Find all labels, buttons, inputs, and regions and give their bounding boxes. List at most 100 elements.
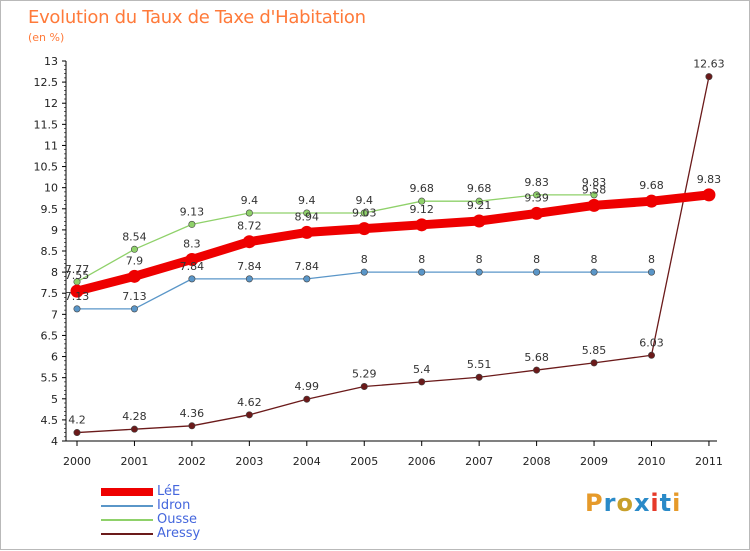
data-label-ousse: 7.77 xyxy=(65,263,90,276)
data-point-aressy[interactable] xyxy=(590,359,598,367)
legend-label-aressy: Aressy xyxy=(157,526,201,541)
proxiti-logo[interactable]: Proxiti xyxy=(585,489,682,517)
series-line-idron xyxy=(76,271,653,310)
data-label-ousse: 9.4 xyxy=(241,194,259,207)
data-point-aressy[interactable] xyxy=(360,383,368,391)
data-label-idron: 8 xyxy=(361,253,368,266)
data-label-ousse: 8.54 xyxy=(122,230,147,243)
data-label-idron: 8 xyxy=(418,253,425,266)
series-line-lee xyxy=(72,190,714,296)
y-tick-label: 6 xyxy=(51,351,58,364)
x-tick-label: 2002 xyxy=(178,455,206,468)
data-point-aressy[interactable] xyxy=(73,429,81,437)
y-tick-label: 9 xyxy=(51,224,58,237)
legend-swatch-aressy xyxy=(101,533,153,535)
data-point-lee[interactable] xyxy=(530,206,544,220)
y-tick-label: 5 xyxy=(51,393,58,406)
data-point-ousse[interactable] xyxy=(418,197,426,205)
data-point-aressy[interactable] xyxy=(705,73,713,81)
y-tick-label: 9.5 xyxy=(41,203,59,216)
y-tick-label: 11.5 xyxy=(34,118,59,131)
data-point-idron[interactable] xyxy=(418,268,426,276)
data-point-lee[interactable] xyxy=(472,214,486,228)
data-label-lee: 7.55 xyxy=(65,269,90,282)
data-label-idron: 7.13 xyxy=(122,290,147,303)
data-label-aressy: 4.99 xyxy=(295,380,320,393)
data-point-ousse[interactable] xyxy=(130,245,138,253)
data-point-idron[interactable] xyxy=(590,268,598,276)
data-point-ousse[interactable] xyxy=(533,191,541,199)
x-tick-label: 2001 xyxy=(120,455,148,468)
data-label-lee: 9.83 xyxy=(697,173,722,186)
x-tick-label: 2003 xyxy=(235,455,263,468)
data-point-lee[interactable] xyxy=(702,188,716,202)
data-point-aressy[interactable] xyxy=(533,366,541,374)
x-tick-label: 2000 xyxy=(63,455,91,468)
data-point-idron[interactable] xyxy=(303,275,311,283)
data-label-aressy: 5.68 xyxy=(524,351,549,364)
legend-label-ousse: Ousse xyxy=(157,512,198,527)
data-point-ousse[interactable] xyxy=(303,209,311,217)
data-point-lee[interactable] xyxy=(70,284,84,298)
data-label-idron: 7.13 xyxy=(65,290,90,303)
legend-swatch-ousse xyxy=(101,519,153,521)
data-label-lee: 9.68 xyxy=(639,179,664,192)
data-label-lee: 9.03 xyxy=(352,207,377,220)
data-point-aressy[interactable] xyxy=(188,422,196,430)
data-point-idron[interactable] xyxy=(647,268,655,276)
data-point-aressy[interactable] xyxy=(418,378,426,386)
data-point-ousse[interactable] xyxy=(360,209,368,217)
data-point-lee[interactable] xyxy=(415,218,429,232)
data-point-lee[interactable] xyxy=(587,198,601,212)
data-point-lee[interactable] xyxy=(127,269,141,283)
y-tick-label: 11 xyxy=(44,139,58,152)
y-axis: 4 4.5 5 5.5 6 6.5 7 7.5 8 8.5 9 9.5 10 10.5 11 11.5 12 12… xyxy=(34,55,66,448)
data-label-idron: 8 xyxy=(591,253,598,266)
chart-title: Evolution du Taux de Taxe d'Habitation xyxy=(28,7,366,28)
data-label-lee: 8.72 xyxy=(237,220,262,233)
data-point-lee[interactable] xyxy=(357,222,371,236)
x-tick-label: 2011 xyxy=(695,455,723,468)
y-tick-label: 7.5 xyxy=(41,287,59,300)
data-point-idron[interactable] xyxy=(130,305,138,313)
y-tick-label: 5.5 xyxy=(41,372,59,385)
data-point-aressy[interactable] xyxy=(303,395,311,403)
data-label-aressy: 5.51 xyxy=(467,358,492,371)
data-point-aressy[interactable] xyxy=(647,351,655,359)
x-tick-label: 2010 xyxy=(638,455,666,468)
y-tick-label: 12 xyxy=(44,97,58,110)
data-label-ousse: 9.4 xyxy=(298,194,316,207)
y-tick-label: 12.5 xyxy=(34,76,59,89)
x-tick-label: 2005 xyxy=(350,455,378,468)
data-point-aressy[interactable] xyxy=(130,425,138,433)
data-point-ousse[interactable] xyxy=(475,197,483,205)
data-label-idron: 8 xyxy=(533,253,540,266)
data-point-idron[interactable] xyxy=(360,268,368,276)
data-point-lee[interactable] xyxy=(645,194,658,208)
y-tick-label: 8 xyxy=(51,266,58,279)
data-point-idron[interactable] xyxy=(73,305,81,313)
data-point-idron[interactable] xyxy=(475,268,483,276)
data-point-aressy[interactable] xyxy=(475,373,483,381)
data-label-lee: 9.58 xyxy=(582,183,607,196)
data-point-ousse[interactable] xyxy=(188,220,196,228)
data-point-ousse[interactable] xyxy=(590,191,598,199)
data-label-lee: 9.39 xyxy=(524,191,549,204)
data-point-idron[interactable] xyxy=(188,275,196,283)
data-point-lee[interactable] xyxy=(300,225,314,239)
data-point-idron[interactable] xyxy=(245,275,253,283)
data-point-lee[interactable] xyxy=(185,252,199,266)
data-label-aressy: 5.29 xyxy=(352,368,377,381)
data-label-aressy: 5.85 xyxy=(582,344,607,357)
data-point-idron[interactable] xyxy=(533,268,541,276)
data-point-aressy[interactable] xyxy=(245,411,253,419)
legend-label-idron: Idron xyxy=(157,498,191,513)
data-label-ousse: 9.83 xyxy=(524,176,549,189)
y-tick-label: 4 xyxy=(51,435,58,448)
chart-subtitle: (en %) xyxy=(28,31,65,44)
data-point-lee[interactable] xyxy=(242,235,256,249)
y-tick-label: 10 xyxy=(44,182,58,195)
data-point-ousse[interactable] xyxy=(245,209,253,217)
